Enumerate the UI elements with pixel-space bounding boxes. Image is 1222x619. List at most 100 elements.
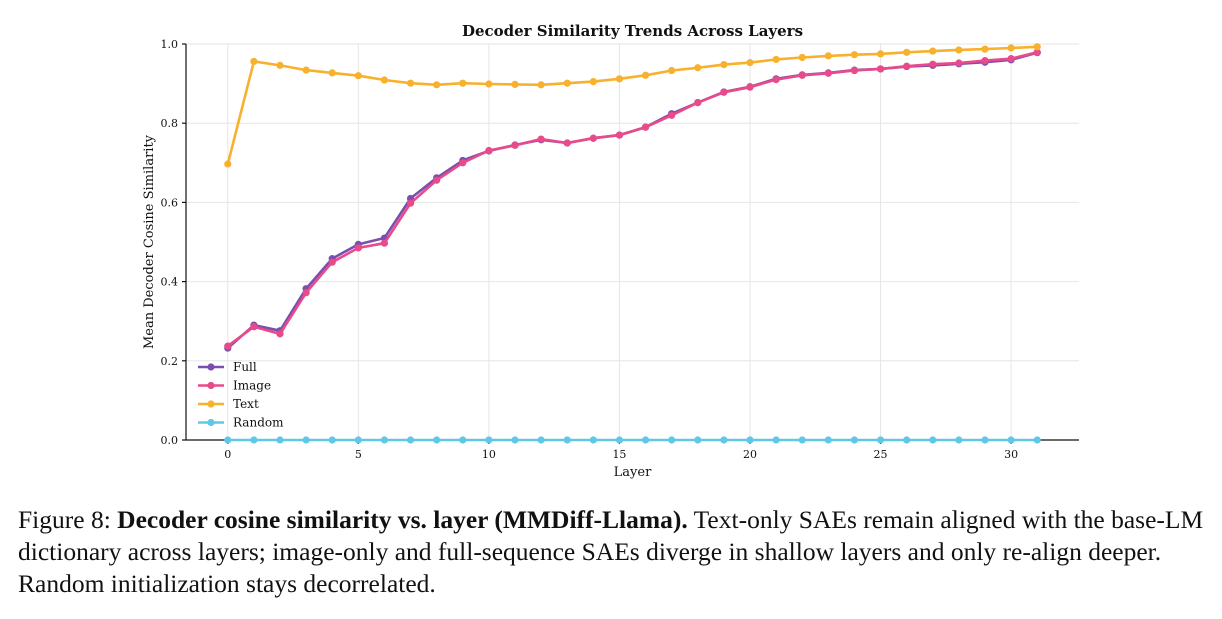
caption-prefix: Figure 8: xyxy=(18,505,118,534)
data-point-random xyxy=(276,436,284,444)
data-point-text xyxy=(354,72,362,80)
data-point-image xyxy=(824,69,832,77)
chart-title: Decoder Similarity Trends Across Layers xyxy=(462,22,803,40)
y-axis-label: Mean Decoder Cosine Similarity xyxy=(142,134,157,349)
data-point-random xyxy=(798,436,806,444)
data-point-image xyxy=(328,258,336,266)
data-point-text xyxy=(537,81,545,89)
legend-swatch-marker-random xyxy=(207,418,215,427)
y-tick-label: 0.4 xyxy=(161,276,179,289)
data-point-text xyxy=(250,57,258,66)
data-point-image xyxy=(955,59,963,67)
data-point-random xyxy=(563,436,571,444)
data-point-text xyxy=(746,59,754,67)
data-point-text xyxy=(772,55,780,64)
figure-caption: Figure 8: Decoder cosine similarity vs. … xyxy=(18,504,1214,600)
chart-container: 0 5 10 15 20 25 30 0.0 0.2 0.4 0.6 0.8 1.0 Decoder Si… xyxy=(142,22,1079,480)
data-point-image xyxy=(224,342,232,350)
legend-swatch-marker-text xyxy=(207,400,215,408)
data-point-image xyxy=(406,199,415,207)
data-point-text xyxy=(668,66,676,75)
data-point-text xyxy=(850,51,859,59)
data-point-random xyxy=(746,436,754,444)
data-point-random xyxy=(981,436,989,444)
data-point-random xyxy=(380,436,389,444)
x-axis-label: Layer xyxy=(614,465,652,480)
data-point-image xyxy=(459,159,467,167)
data-point-image xyxy=(537,135,545,143)
data-point-image xyxy=(746,83,754,91)
data-point-image xyxy=(641,123,650,131)
data-point-image xyxy=(798,71,806,79)
data-point-random xyxy=(302,436,310,444)
legend-label-random: Random xyxy=(233,416,284,430)
data-point-image xyxy=(981,57,989,65)
data-point-random xyxy=(694,436,702,444)
data-point-text xyxy=(485,80,493,88)
data-point-text xyxy=(459,79,467,87)
data-point-random xyxy=(224,436,232,444)
data-point-image xyxy=(772,76,780,84)
data-point-image xyxy=(250,323,258,331)
data-point-text xyxy=(563,79,571,87)
x-tick-label: 20 xyxy=(743,448,757,461)
data-point-random xyxy=(615,436,624,444)
data-point-random xyxy=(1007,436,1015,444)
data-point-image xyxy=(563,139,571,147)
data-point-random xyxy=(433,436,441,444)
data-point-random xyxy=(772,436,780,444)
x-tick-label: 0 xyxy=(224,448,231,461)
data-point-text xyxy=(589,78,597,86)
data-point-image xyxy=(380,239,389,247)
data-point-image xyxy=(589,134,597,142)
data-point-random xyxy=(955,436,963,444)
data-point-random xyxy=(1033,436,1041,444)
data-point-image xyxy=(668,111,676,119)
data-point-random xyxy=(929,436,937,444)
data-point-text xyxy=(1033,43,1041,51)
legend-label-image: Image xyxy=(233,379,271,393)
data-point-text xyxy=(328,69,336,77)
legend-swatch-marker-full xyxy=(207,363,215,371)
data-point-text xyxy=(798,53,806,62)
data-point-random xyxy=(354,436,362,444)
x-tick-label: 25 xyxy=(874,448,888,461)
data-point-text xyxy=(981,45,989,53)
data-point-random xyxy=(850,436,859,444)
data-point-text xyxy=(694,64,702,72)
data-point-text xyxy=(433,81,441,89)
data-point-image xyxy=(1033,48,1041,56)
data-point-random xyxy=(328,436,336,444)
data-point-random xyxy=(824,436,832,444)
data-point-text xyxy=(641,71,650,79)
data-point-random xyxy=(876,436,885,444)
y-tick-label: 0.2 xyxy=(161,355,179,368)
data-point-image xyxy=(615,131,624,139)
y-tick-label: 0.8 xyxy=(161,117,179,130)
data-point-random xyxy=(511,436,519,444)
data-point-text xyxy=(224,160,232,168)
x-tick-label: 5 xyxy=(355,448,362,461)
data-point-random xyxy=(668,436,676,444)
data-point-text xyxy=(720,60,728,69)
data-point-random xyxy=(903,436,911,444)
data-point-image xyxy=(850,66,859,75)
x-tick-label: 30 xyxy=(1004,448,1018,461)
data-point-random xyxy=(720,436,728,444)
y-tick-label: 0.0 xyxy=(161,434,179,447)
data-point-random xyxy=(459,436,467,444)
data-point-image xyxy=(485,146,493,155)
data-point-text xyxy=(903,48,911,56)
data-point-image xyxy=(1007,55,1015,63)
series-line-text xyxy=(226,45,1038,165)
data-point-text xyxy=(406,79,415,87)
data-point-image xyxy=(354,244,362,252)
data-point-random xyxy=(485,436,493,444)
x-tick-label: 15 xyxy=(612,448,626,461)
data-point-text xyxy=(615,75,624,83)
data-point-image xyxy=(876,65,885,73)
data-point-text xyxy=(824,52,832,60)
legend-swatch-marker-image xyxy=(207,381,215,390)
legend-label-text: Text xyxy=(233,397,259,411)
legend-label-full: Full xyxy=(233,360,257,374)
